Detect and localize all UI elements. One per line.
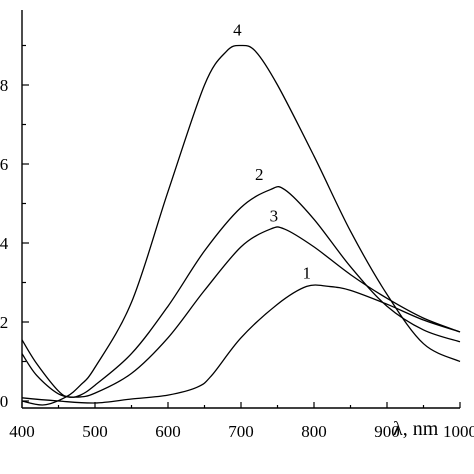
- x-tick-label: 700: [228, 422, 254, 441]
- x-axis-label: λ, nm: [393, 418, 439, 440]
- curve-2-line: [21, 186, 461, 398]
- curve-3-line: [21, 226, 461, 398]
- x-tick-label: 800: [301, 422, 327, 441]
- curves: [21, 44, 461, 406]
- y-tick-label: 2: [0, 313, 8, 332]
- curve-1-label: 1: [302, 264, 311, 283]
- curve-labels: 1 2 3 4: [233, 21, 311, 283]
- x-tick-label: 500: [82, 422, 108, 441]
- x-tick-label: 600: [155, 422, 181, 441]
- curve-4-line: [21, 44, 461, 406]
- y-tick-label: 6: [0, 155, 8, 174]
- y-tick-label: 0: [0, 392, 8, 411]
- curve-1-line: [21, 284, 461, 404]
- axes: [21, 10, 460, 409]
- y-axis-ticks: 0 2 4 6 8: [0, 44, 29, 411]
- x-axis-ticks: 400 500 600 700 800 900 1000: [9, 402, 474, 441]
- curve-4-label: 4: [233, 21, 242, 40]
- y-tick-label: 8: [0, 76, 8, 95]
- x-tick-label: 400: [9, 422, 35, 441]
- y-tick-label: 4: [0, 234, 9, 253]
- curve-2-label: 2: [255, 165, 264, 184]
- curve-3-label: 3: [270, 206, 279, 225]
- x-tick-label: 900: [374, 422, 400, 441]
- x-tick-label: 1000: [443, 422, 474, 441]
